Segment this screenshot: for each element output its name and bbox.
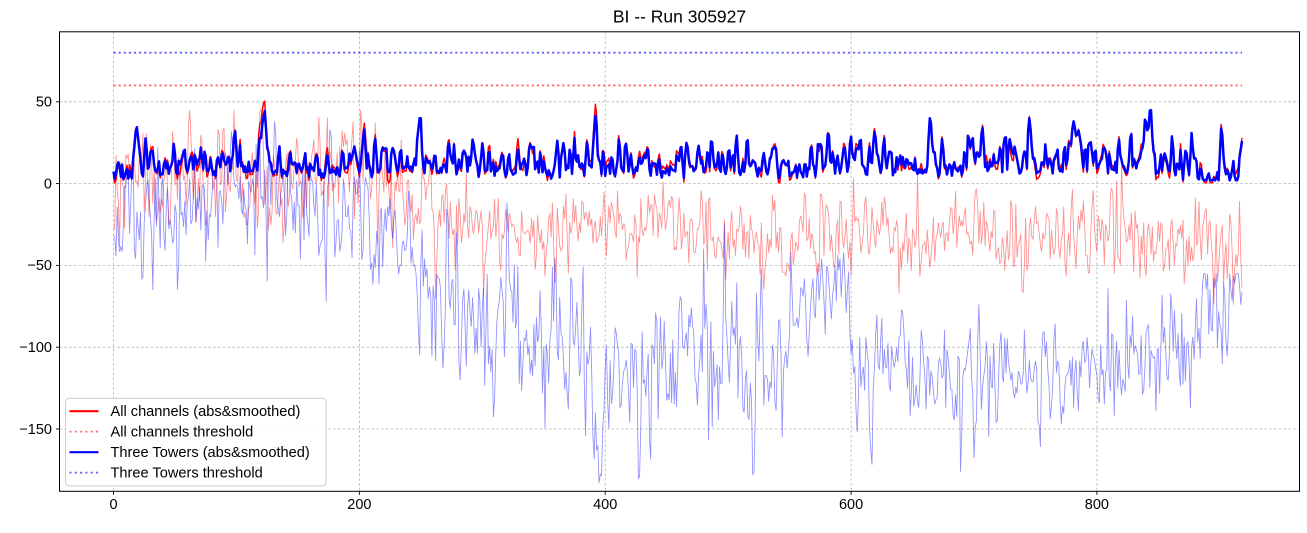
svg-text:400: 400: [593, 497, 617, 513]
svg-text:All channels (abs&smoothed): All channels (abs&smoothed): [111, 404, 301, 420]
svg-text:600: 600: [839, 497, 863, 513]
svg-text:0: 0: [44, 176, 52, 192]
svg-text:0: 0: [109, 497, 117, 513]
svg-text:−150: −150: [19, 422, 52, 438]
svg-text:200: 200: [347, 497, 371, 513]
svg-text:−100: −100: [19, 340, 52, 356]
svg-text:Three Towers threshold: Three Towers threshold: [111, 466, 263, 482]
svg-text:All channels threshold: All channels threshold: [111, 425, 254, 441]
svg-text:−50: −50: [27, 258, 52, 274]
svg-text:Three Towers (abs&smoothed): Three Towers (abs&smoothed): [111, 445, 310, 461]
svg-text:BI -- Run 305927: BI -- Run 305927: [613, 7, 746, 27]
svg-text:800: 800: [1085, 497, 1109, 513]
svg-text:50: 50: [36, 95, 52, 111]
